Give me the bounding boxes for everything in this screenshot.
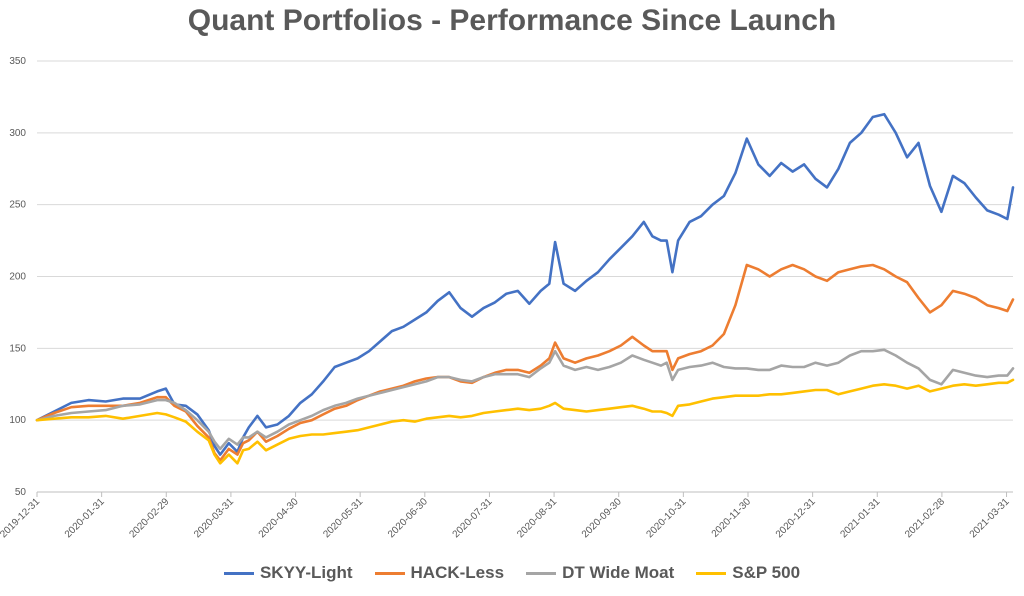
x-tick-label: 2020-08-31 <box>515 496 559 540</box>
legend-item-sp-500: S&P 500 <box>696 563 800 583</box>
legend-label: HACK-Less <box>410 563 505 582</box>
y-tick-label: 200 <box>9 272 26 283</box>
x-axis: 2019-12-31 2020-01-31 2020-02-29 2020-03-31… <box>0 491 1013 540</box>
x-tick-label: 2021-01-31 <box>838 496 882 540</box>
legend-label: S&P 500 <box>732 563 801 582</box>
series-line-dt-wide-moat <box>35 348 1015 451</box>
legend-item-dt-wide-moat: DT Wide Moat <box>526 563 674 583</box>
legend-swatch <box>696 571 727 575</box>
series-line-hack-less <box>35 263 1015 462</box>
y-tick-label: 350 <box>9 56 26 67</box>
legend-item-hack-less: HACK-Less <box>374 563 505 583</box>
x-tick-label: 2021-02-28 <box>903 496 947 540</box>
legend-label: DT Wide Moat <box>562 563 675 582</box>
legend-item-skyy-light: SKYY-Light <box>223 563 353 583</box>
x-tick-label: 2020-04-30 <box>257 496 301 540</box>
x-tick-label: 2020-10-31 <box>645 496 689 540</box>
legend-swatch <box>374 571 405 575</box>
legend-label: SKYY-Light <box>259 563 353 582</box>
x-tick-label: 2020-06-30 <box>386 496 430 540</box>
x-tick-label: 2020-07-31 <box>451 496 495 540</box>
x-tick-label: 2021-03-31 <box>968 496 1012 540</box>
x-tick-label: 2020-09-30 <box>580 496 624 540</box>
y-tick-label: 250 <box>9 200 26 211</box>
y-tick-label: 100 <box>9 415 26 426</box>
x-tick-label: 2020-11-30 <box>710 496 754 540</box>
legend-swatch <box>526 571 557 575</box>
x-tick-label: 2020-02-29 <box>127 496 171 540</box>
y-tick-label: 150 <box>9 343 26 354</box>
x-tick-label: 2020-05-31 <box>321 496 365 540</box>
x-tick-label: 2020-12-31 <box>774 496 818 540</box>
x-tick-label: 2019-12-31 <box>0 496 42 540</box>
y-tick-label: 50 <box>15 487 27 498</box>
chart-title: Quant Portfolios - Performance Since Lau… <box>187 4 837 37</box>
legend-swatch <box>223 571 254 575</box>
y-tick-label: 300 <box>9 128 26 139</box>
legend: SKYY-Light HACK-Less DT Wide Moat S&P 50… <box>0 563 1024 583</box>
series-layer <box>35 112 1015 465</box>
series-line-skyy-light <box>35 112 1015 456</box>
y-axis: 50 100 150 200 250 300 350 <box>9 56 26 498</box>
x-tick-label: 2020-01-31 <box>63 496 107 540</box>
series-line-s-p-500 <box>35 378 1015 465</box>
x-tick-label: 2020-03-31 <box>192 496 236 540</box>
